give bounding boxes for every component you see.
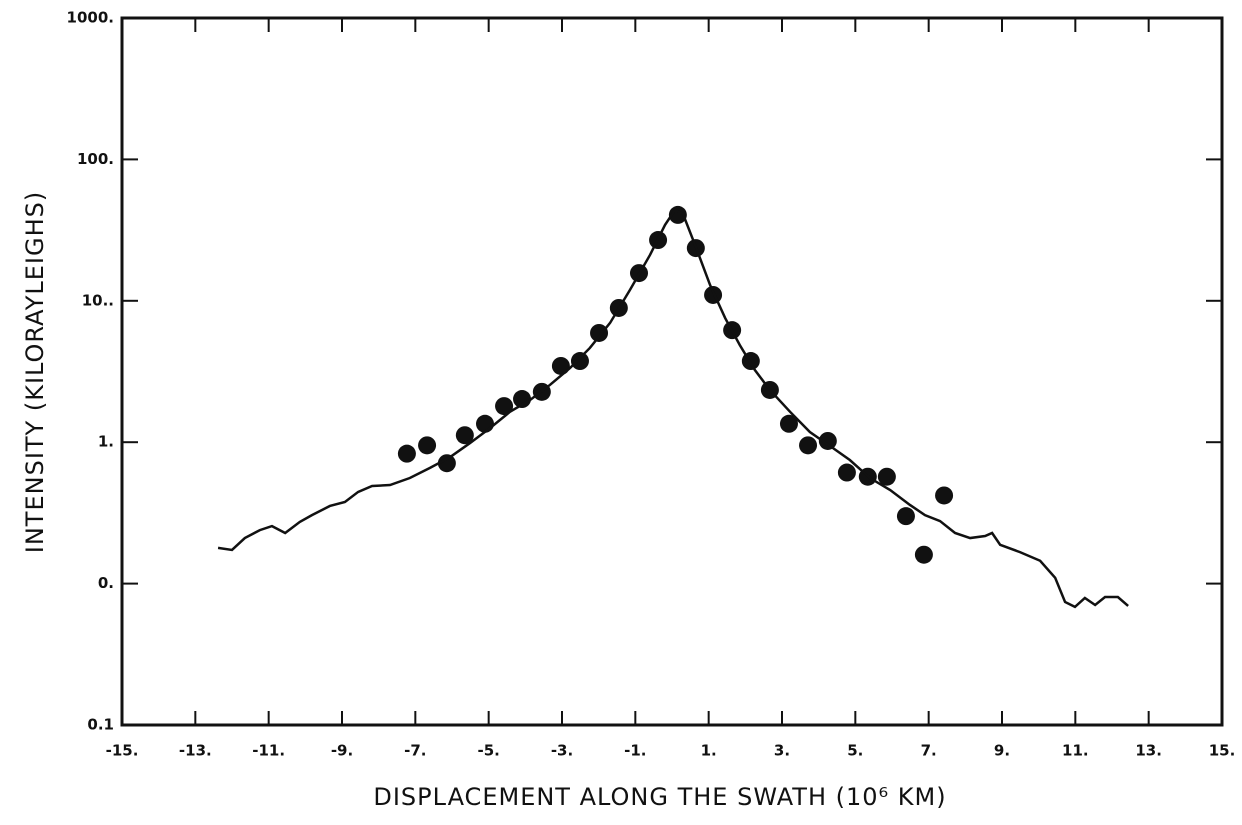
x-tick-label: -11.: [252, 742, 285, 760]
y-tick-label: 1.: [98, 433, 114, 451]
data-point: [837, 463, 856, 482]
data-point: [495, 397, 514, 416]
x-tick-label: -9.: [331, 742, 353, 760]
y-tick-label: 100.: [77, 150, 114, 168]
x-tick-label: -13.: [179, 742, 212, 760]
data-point: [779, 414, 798, 433]
data-point: [570, 352, 589, 371]
x-tick-label: -1.: [624, 742, 646, 760]
data-point: [590, 323, 609, 342]
y-tick-label: 0.: [98, 574, 114, 592]
data-point: [418, 436, 437, 455]
x-tick-label: 15.: [1209, 742, 1236, 760]
x-tick-label: 5.: [847, 742, 863, 760]
x-tick-label: -5.: [477, 742, 499, 760]
x-tick-label: 9.: [994, 742, 1010, 760]
data-point: [914, 545, 933, 564]
data-point: [896, 507, 915, 526]
data-point: [397, 444, 416, 463]
plot-frame: [120, 16, 1224, 727]
data-point: [476, 414, 494, 433]
x-tick-label: 3.: [774, 742, 790, 760]
y-tick-label: 1000.: [67, 9, 114, 27]
data-point: [455, 426, 474, 445]
x-axis-title: DISPLACEMENT ALONG THE SWATH (10⁶ KM): [373, 783, 946, 811]
x-tick-label: 1.: [701, 742, 717, 760]
y-tick-label: 10..: [82, 291, 114, 309]
x-tick-label: 13.: [1135, 742, 1162, 760]
data-point: [935, 486, 954, 505]
data-point: [799, 436, 818, 455]
x-tick-label: 11.: [1062, 742, 1089, 760]
x-tick-label: 7.: [921, 742, 937, 760]
y-axis-title: INTENSITY (KILORAYLEIGHS): [21, 191, 49, 553]
data-point: [513, 390, 532, 409]
x-tick-label: -15.: [106, 742, 139, 760]
data-line: [217, 208, 1129, 609]
x-tick-label: -3.: [551, 742, 573, 760]
data-point: [818, 431, 837, 450]
x-tick-label: -7.: [404, 742, 426, 760]
data-point: [877, 467, 896, 486]
data-point: [551, 356, 570, 375]
y-tick-label: 0.1: [87, 716, 114, 734]
data-point: [437, 454, 456, 473]
